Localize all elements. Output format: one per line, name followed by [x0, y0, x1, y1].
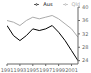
svg-text:2001: 2001 — [65, 67, 78, 73]
svg-text:24: 24 — [82, 57, 83, 63]
html-text:Aus: Aus — [43, 1, 53, 7]
svg-text:28: 28 — [82, 44, 83, 50]
svg-text:1993: 1993 — [14, 67, 27, 73]
svg-text:1999: 1999 — [52, 67, 65, 73]
svg-text:1997: 1997 — [39, 67, 52, 73]
html-text:Qld: Qld — [71, 1, 80, 7]
svg-text:32: 32 — [82, 31, 83, 37]
svg-text:1995: 1995 — [26, 67, 39, 73]
svg-text:40: 40 — [82, 4, 83, 10]
svg-text:36: 36 — [82, 17, 83, 23]
